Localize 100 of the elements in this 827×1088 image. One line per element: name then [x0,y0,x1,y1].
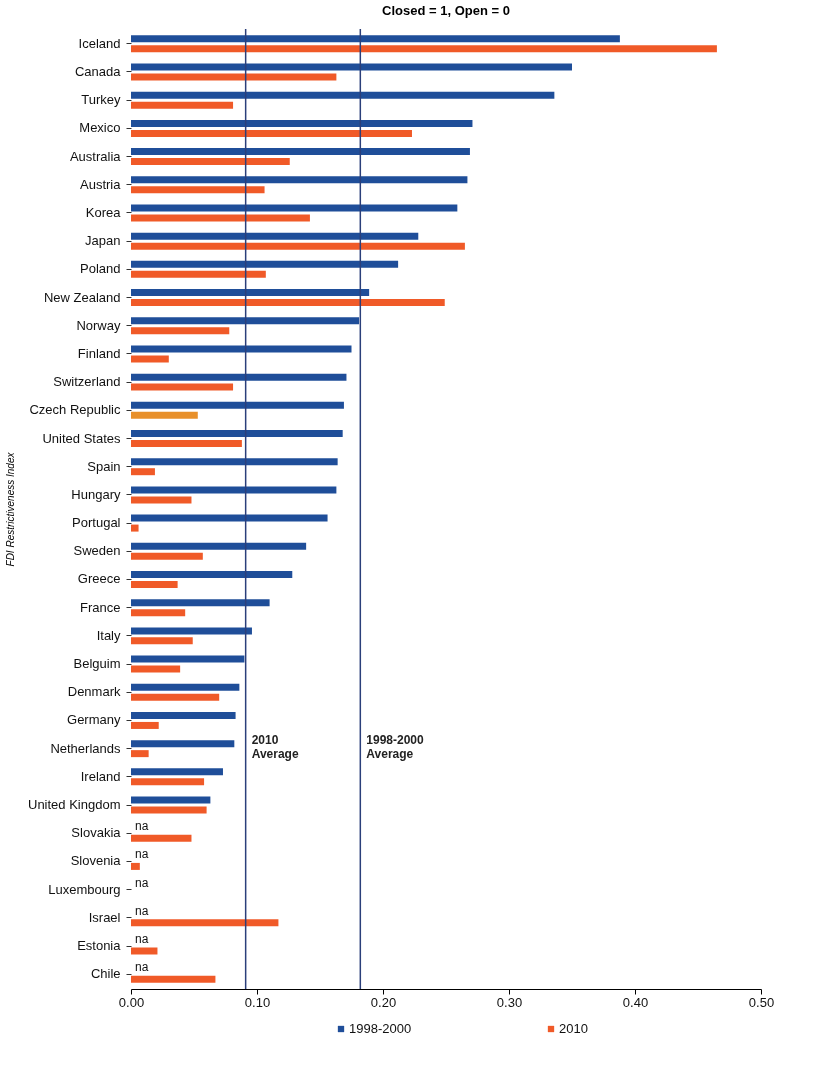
bar [131,683,240,691]
bar [131,204,458,212]
bar [131,580,178,588]
y-tick-label: Hungary [71,486,121,502]
bar [131,721,159,729]
bar [131,411,198,419]
ref-line-label: 2010 Average [251,732,299,761]
y-tick-label: France [80,599,121,615]
x-tick-label: 0.50 [748,994,775,1010]
bar [131,129,412,137]
bar [131,73,337,81]
y-tick-label: Czech Republic [29,402,121,418]
bar [131,599,270,607]
text: na [135,960,149,975]
x-tick-label: 0.30 [496,994,523,1010]
y-tick-label: Canada [74,64,122,79]
y-tick-label: New Zealand [43,289,121,305]
bar [131,542,307,550]
bar [131,401,344,409]
legend-label: 1998-2000 [349,1021,412,1036]
y-tick-label: Korea [85,204,122,220]
bar [131,148,470,156]
bar [131,806,207,814]
x-tick-label: 0.40 [622,994,649,1010]
bar [131,270,266,278]
y-tick-label: Belguim [73,656,121,672]
bar [131,355,169,363]
bar [131,260,399,268]
bar [131,627,252,635]
bar [131,468,155,476]
bar [131,289,370,297]
bar [131,299,445,307]
y-tick-label: Australia [69,148,122,164]
bar [131,214,310,222]
bar [131,570,293,578]
bar [131,101,234,109]
y-tick-label: Germany [67,712,121,728]
text: na [135,903,149,918]
bar [131,186,265,194]
y-tick-label: Sweden [73,543,121,559]
text: na [135,847,149,862]
bar [131,693,220,701]
x-tick-label: 0.10 [244,994,271,1010]
y-tick-label: Israel [88,909,121,925]
y-tick-label: Switzerland [53,374,121,390]
bar [131,919,279,927]
bar [131,458,338,466]
bar [131,373,347,381]
bar [131,514,328,522]
y-tick-label: Finland [77,345,121,361]
y-tick-label: Turkey [81,92,121,108]
text: na [135,875,149,890]
text: na [135,819,149,834]
legend-label: 2010 [559,1021,588,1036]
bar [131,796,211,804]
bar [131,834,192,842]
y-tick-label: Iceland [78,35,121,51]
chart-title: Closed = 1, Open = 0 [382,3,510,19]
bar [131,496,192,504]
bar [131,91,555,99]
ref-line-label: 1998-2000 Average [366,732,425,761]
y-tick-label: Austria [80,176,122,192]
y-tick-label: Chile [90,966,121,982]
bar [131,383,234,391]
y-tick-label: United States [42,430,121,446]
bar [131,119,473,127]
bar [131,655,245,663]
y-tick-label: Netherlands [50,740,121,756]
bar [131,609,186,617]
y-tick-label: Norway [76,317,121,333]
y-tick-label: Slovakia [71,825,122,841]
bar [131,486,337,494]
bar [131,711,236,719]
y-tick-label: United Kingdom [28,797,121,813]
y-tick-label: Spain [87,458,121,474]
bar [131,665,181,673]
bar [131,242,465,250]
bar [131,345,352,353]
y-tick-label: Luxembourg [48,881,121,897]
bar [131,740,235,748]
text: na [135,932,149,947]
x-tick-label: 0.20 [370,994,397,1010]
bar [131,552,203,560]
bar [131,158,290,166]
bar [131,35,620,43]
bar [131,778,205,786]
x-tick-label: 0.00 [118,994,145,1010]
y-tick-label: Slovenia [70,853,122,869]
bar [131,947,158,955]
bar [131,975,216,983]
bar [131,327,230,335]
y-axis-title: FDI Restrictiveness Index [5,451,16,567]
bar [131,430,343,438]
y-tick-label: Portugal [72,515,121,531]
y-tick-label: Estonia [77,938,122,953]
y-tick-label: Mexico [79,120,121,136]
y-tick-label: Denmark [67,684,121,700]
y-tick-label: Japan [85,233,121,249]
bar [131,524,139,532]
bar [131,750,149,758]
